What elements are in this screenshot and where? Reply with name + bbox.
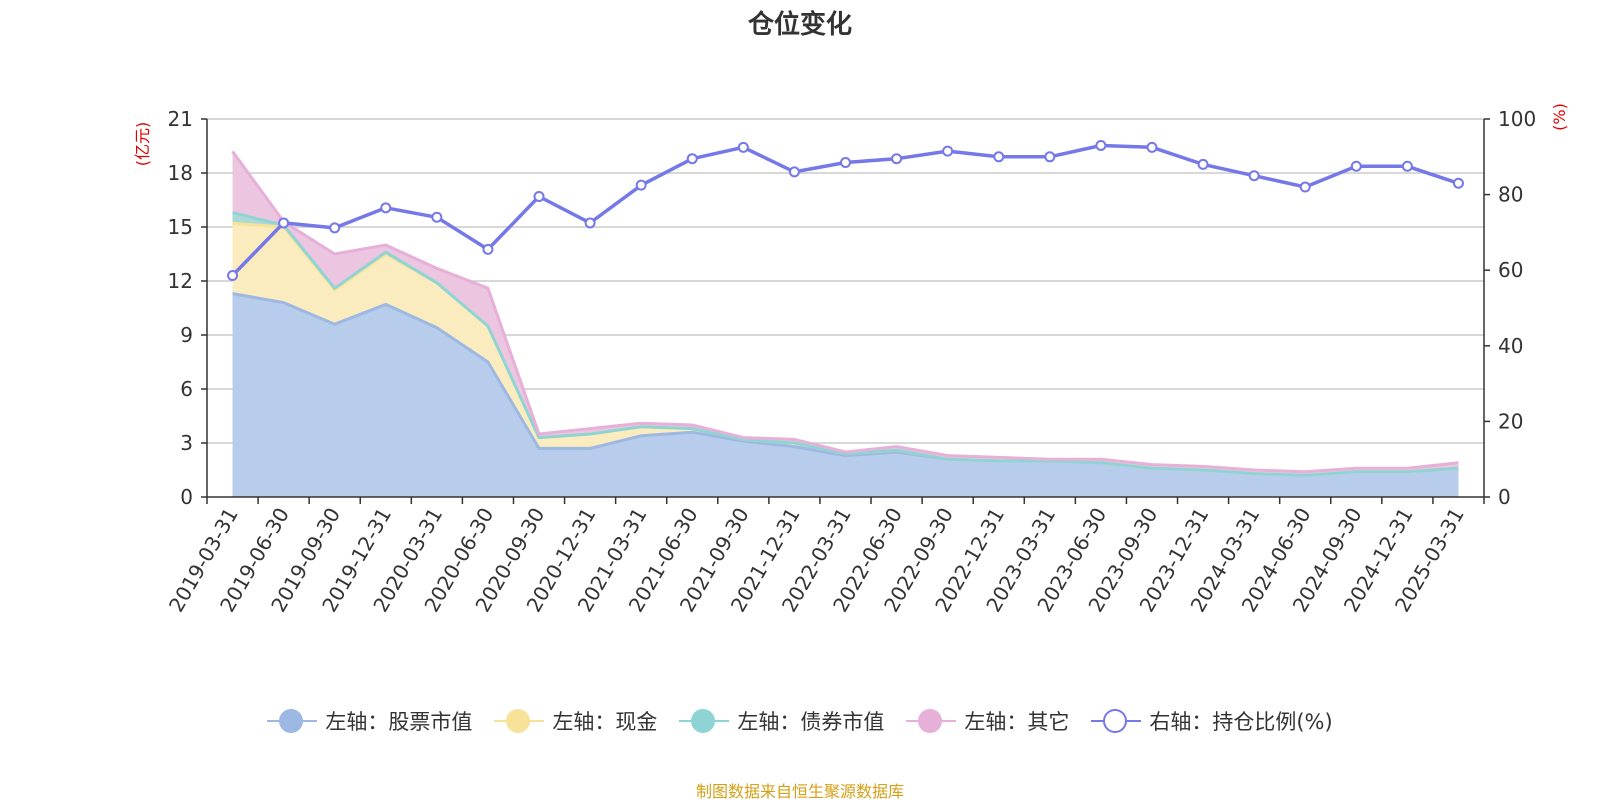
legend-label: 左轴：其它	[964, 710, 1070, 734]
right-axis-tick-label: 20	[1498, 409, 1523, 433]
ratio-point	[1350, 160, 1362, 172]
ratio-point	[1095, 139, 1107, 151]
data-source-note: 制图数据来自恒生聚源数据库	[695, 782, 904, 801]
ratio-point	[686, 153, 698, 165]
left-axis-tick-label: 6	[180, 377, 193, 401]
right-axis-tick-label: 80	[1498, 183, 1523, 207]
ratio-point	[584, 217, 596, 229]
ratio-point	[227, 269, 239, 281]
ratio-point	[1197, 158, 1209, 170]
right-axis-tick-label: 60	[1498, 258, 1523, 282]
ratio-point	[737, 141, 749, 153]
legend-marker	[1103, 709, 1128, 733]
legend-symbol	[267, 707, 318, 735]
ratio-point	[431, 211, 443, 223]
left-axis-tick-label: 9	[180, 323, 193, 347]
area-edge-左轴：其它	[231, 150, 1459, 474]
left-axis-tick-label: 0	[180, 485, 193, 509]
ratio-point	[1299, 181, 1311, 193]
ratio-point	[1044, 151, 1056, 163]
right-axis-tick-label: 0	[1498, 485, 1511, 509]
right-axis-label: (%)	[1550, 103, 1569, 131]
left-axis-label: (亿元)	[133, 122, 152, 167]
legend-label: 左轴：现金	[552, 710, 658, 734]
legend-item[interactable]: 左轴：债券市值	[679, 706, 884, 736]
legend-item[interactable]: 右轴：持仓比例(%)	[1091, 706, 1333, 736]
legend-item[interactable]: 左轴：现金	[494, 706, 657, 736]
left-axis-tick-label: 21	[168, 107, 193, 131]
ratio-point	[1146, 141, 1158, 153]
ratio-point	[635, 179, 647, 191]
area-edge-左轴：债券市值	[232, 211, 1459, 477]
legend-marker	[918, 709, 943, 733]
ratio-point	[788, 166, 800, 178]
legend-marker	[506, 709, 531, 733]
left-axis-tick-label: 3	[180, 431, 193, 455]
ratio-point	[1452, 177, 1464, 189]
ratio-point	[1248, 170, 1260, 182]
left-axis-tick-label: 15	[168, 215, 193, 239]
ratio-point	[891, 153, 903, 165]
area-左轴：其它	[232, 151, 1459, 476]
ratio-point	[278, 217, 290, 229]
legend-label: 左轴：股票市值	[325, 710, 473, 734]
left-axis-tick-label: 12	[168, 269, 193, 293]
ratio-point	[840, 156, 851, 168]
ratio-point	[942, 145, 954, 157]
area-左轴：股票市值	[232, 293, 1459, 497]
legend-marker	[691, 709, 716, 733]
ratio-point	[993, 151, 1005, 163]
legend-label: 右轴：持仓比例(%)	[1149, 710, 1333, 734]
legend-symbol	[679, 707, 730, 735]
chart-title: 仓位变化	[747, 10, 852, 40]
ratio-point	[380, 202, 392, 214]
ratio-point	[482, 243, 494, 255]
legend-symbol	[494, 707, 545, 735]
legend-symbol	[906, 707, 957, 735]
legend-item[interactable]: 左轴：股票市值	[267, 706, 472, 736]
legend-label: 左轴：债券市值	[737, 710, 885, 734]
ratio-point	[329, 222, 341, 234]
legend-item[interactable]: 左轴：其它	[906, 706, 1069, 736]
legend: 左轴：股票市值 左轴：现金 左轴：债券市值 左轴：其它 右轴：持仓比例(%)	[0, 706, 1600, 736]
ratio-point	[1401, 160, 1413, 172]
legend-symbol	[1091, 707, 1142, 735]
left-axis-tick-label: 18	[168, 161, 193, 185]
area-左轴：现金	[232, 223, 1459, 476]
legend-marker	[279, 709, 304, 733]
right-axis-tick-label: 100	[1498, 107, 1536, 131]
right-axis-tick-label: 40	[1498, 334, 1523, 358]
ratio-point	[533, 190, 545, 202]
